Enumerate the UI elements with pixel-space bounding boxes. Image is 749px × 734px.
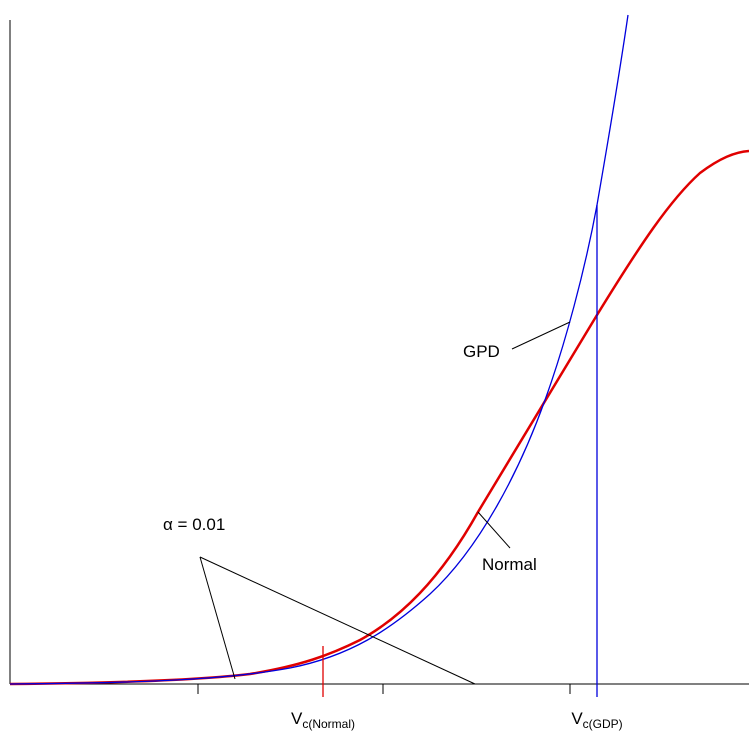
gpd-curve bbox=[9, 14, 629, 685]
gpd-label: GPD bbox=[463, 342, 500, 361]
alpha-label: α = 0.01 bbox=[163, 515, 225, 534]
x-label-sub: c(GDP) bbox=[583, 717, 623, 731]
leader-line bbox=[199, 556, 236, 680]
leader-line bbox=[477, 511, 511, 549]
x-label-main: V bbox=[571, 709, 583, 728]
leader-line bbox=[199, 556, 476, 685]
x-label-sub: c(Normal) bbox=[302, 717, 355, 731]
x-label: Vc(GDP) bbox=[571, 709, 622, 731]
leader-line bbox=[511, 321, 571, 350]
x-label-main: V bbox=[291, 709, 303, 728]
normal-label: Normal bbox=[482, 555, 537, 574]
normal-curve bbox=[9, 149, 749, 686]
x-label: Vc(Normal) bbox=[291, 709, 355, 731]
